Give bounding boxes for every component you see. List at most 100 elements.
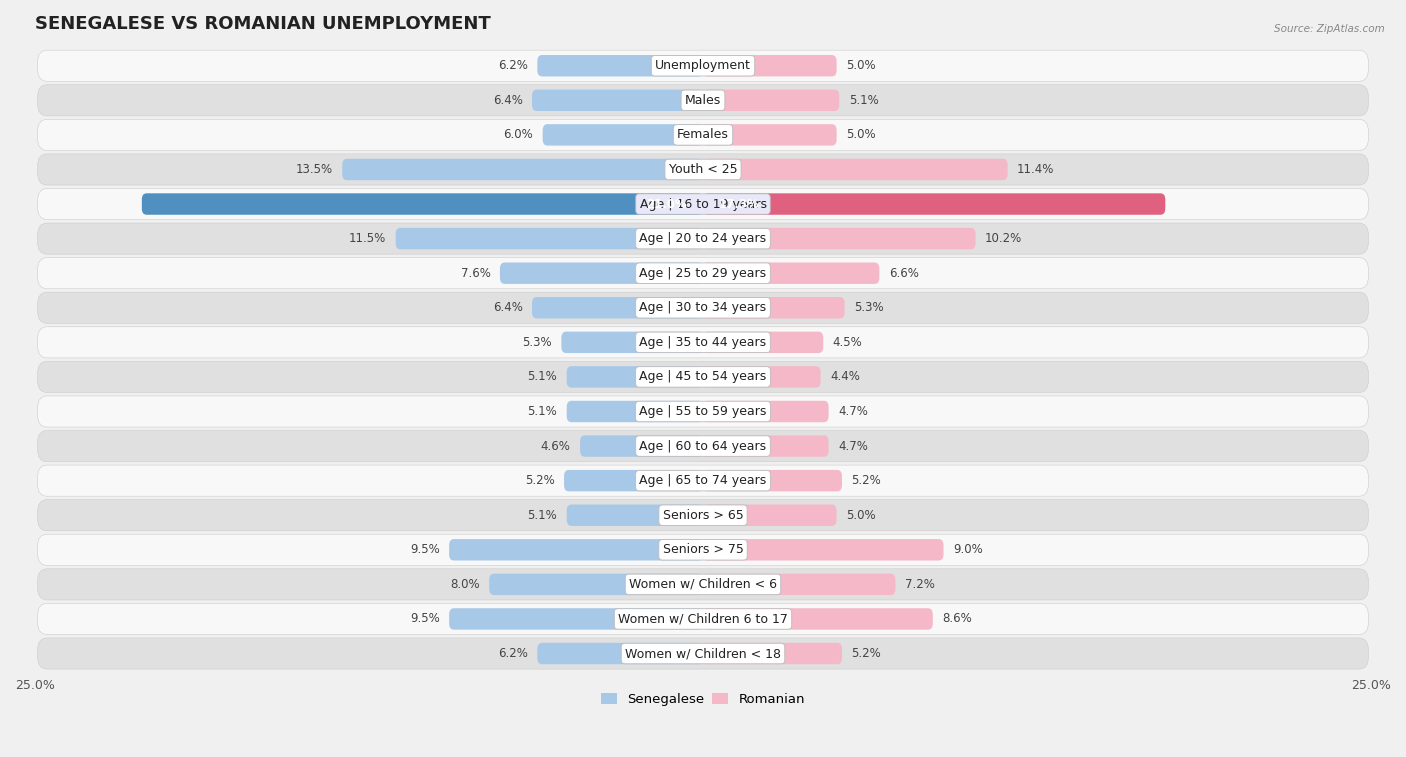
Text: SENEGALESE VS ROMANIAN UNEMPLOYMENT: SENEGALESE VS ROMANIAN UNEMPLOYMENT [35,15,491,33]
Text: 6.2%: 6.2% [498,647,529,660]
Text: 4.4%: 4.4% [830,370,860,383]
Text: Age | 45 to 54 years: Age | 45 to 54 years [640,370,766,383]
FancyBboxPatch shape [142,193,703,215]
FancyBboxPatch shape [38,534,1368,565]
FancyBboxPatch shape [567,366,703,388]
FancyBboxPatch shape [561,332,703,353]
Text: 5.0%: 5.0% [846,129,876,142]
Text: 5.0%: 5.0% [846,59,876,72]
FancyBboxPatch shape [531,89,703,111]
FancyBboxPatch shape [449,608,703,630]
Text: Age | 25 to 29 years: Age | 25 to 29 years [640,266,766,279]
FancyBboxPatch shape [703,159,1008,180]
Text: 5.3%: 5.3% [523,336,553,349]
Text: Women w/ Children < 6: Women w/ Children < 6 [628,578,778,591]
Text: 5.2%: 5.2% [851,474,882,488]
FancyBboxPatch shape [703,228,976,249]
Text: 13.5%: 13.5% [295,163,333,176]
FancyBboxPatch shape [703,89,839,111]
Text: 9.0%: 9.0% [953,544,983,556]
Text: 10.2%: 10.2% [986,232,1022,245]
FancyBboxPatch shape [38,120,1368,151]
FancyBboxPatch shape [38,638,1368,669]
FancyBboxPatch shape [449,539,703,560]
Text: 5.0%: 5.0% [846,509,876,522]
FancyBboxPatch shape [567,504,703,526]
Text: 7.6%: 7.6% [461,266,491,279]
Text: 11.5%: 11.5% [349,232,387,245]
FancyBboxPatch shape [38,154,1368,185]
Text: Age | 16 to 19 years: Age | 16 to 19 years [640,198,766,210]
FancyBboxPatch shape [342,159,703,180]
FancyBboxPatch shape [537,55,703,76]
Text: Women w/ Children 6 to 17: Women w/ Children 6 to 17 [619,612,787,625]
Text: Age | 60 to 64 years: Age | 60 to 64 years [640,440,766,453]
Text: 7.2%: 7.2% [904,578,935,591]
Text: 6.4%: 6.4% [492,301,523,314]
FancyBboxPatch shape [38,50,1368,81]
FancyBboxPatch shape [38,188,1368,220]
FancyBboxPatch shape [703,470,842,491]
FancyBboxPatch shape [38,500,1368,531]
Text: 5.1%: 5.1% [849,94,879,107]
Text: 6.4%: 6.4% [492,94,523,107]
Text: 5.1%: 5.1% [527,509,557,522]
Text: Age | 30 to 34 years: Age | 30 to 34 years [640,301,766,314]
FancyBboxPatch shape [703,366,821,388]
FancyBboxPatch shape [703,332,824,353]
FancyBboxPatch shape [703,643,842,664]
FancyBboxPatch shape [38,327,1368,358]
Text: Females: Females [678,129,728,142]
FancyBboxPatch shape [703,193,1166,215]
FancyBboxPatch shape [703,435,828,456]
FancyBboxPatch shape [703,297,845,319]
Text: 6.2%: 6.2% [498,59,529,72]
Text: 5.1%: 5.1% [527,370,557,383]
Text: 4.5%: 4.5% [832,336,862,349]
FancyBboxPatch shape [703,263,879,284]
Text: 9.5%: 9.5% [411,612,440,625]
FancyBboxPatch shape [38,292,1368,323]
FancyBboxPatch shape [703,504,837,526]
Text: 6.0%: 6.0% [503,129,533,142]
Text: Unemployment: Unemployment [655,59,751,72]
FancyBboxPatch shape [38,396,1368,427]
FancyBboxPatch shape [38,85,1368,116]
Text: 9.5%: 9.5% [411,544,440,556]
Text: Source: ZipAtlas.com: Source: ZipAtlas.com [1274,24,1385,34]
Text: 11.4%: 11.4% [1017,163,1054,176]
FancyBboxPatch shape [703,400,828,422]
FancyBboxPatch shape [567,400,703,422]
Text: 5.3%: 5.3% [853,301,883,314]
FancyBboxPatch shape [537,643,703,664]
Text: 5.2%: 5.2% [851,647,882,660]
Text: 8.0%: 8.0% [450,578,479,591]
Text: Age | 20 to 24 years: Age | 20 to 24 years [640,232,766,245]
FancyBboxPatch shape [581,435,703,456]
Text: 5.2%: 5.2% [524,474,555,488]
FancyBboxPatch shape [38,223,1368,254]
Text: 21.0%: 21.0% [647,198,688,210]
Text: Women w/ Children < 18: Women w/ Children < 18 [626,647,780,660]
FancyBboxPatch shape [395,228,703,249]
Text: 8.6%: 8.6% [942,612,972,625]
FancyBboxPatch shape [501,263,703,284]
FancyBboxPatch shape [531,297,703,319]
FancyBboxPatch shape [38,431,1368,462]
Legend: Senegalese, Romanian: Senegalese, Romanian [596,687,810,711]
FancyBboxPatch shape [543,124,703,145]
FancyBboxPatch shape [38,465,1368,496]
Text: 17.3%: 17.3% [718,198,759,210]
Text: 6.6%: 6.6% [889,266,918,279]
FancyBboxPatch shape [489,574,703,595]
FancyBboxPatch shape [38,603,1368,634]
FancyBboxPatch shape [38,257,1368,288]
FancyBboxPatch shape [703,539,943,560]
Text: Age | 35 to 44 years: Age | 35 to 44 years [640,336,766,349]
Text: 4.6%: 4.6% [541,440,571,453]
FancyBboxPatch shape [564,470,703,491]
Text: Age | 65 to 74 years: Age | 65 to 74 years [640,474,766,488]
FancyBboxPatch shape [703,124,837,145]
Text: 5.1%: 5.1% [527,405,557,418]
Text: Males: Males [685,94,721,107]
